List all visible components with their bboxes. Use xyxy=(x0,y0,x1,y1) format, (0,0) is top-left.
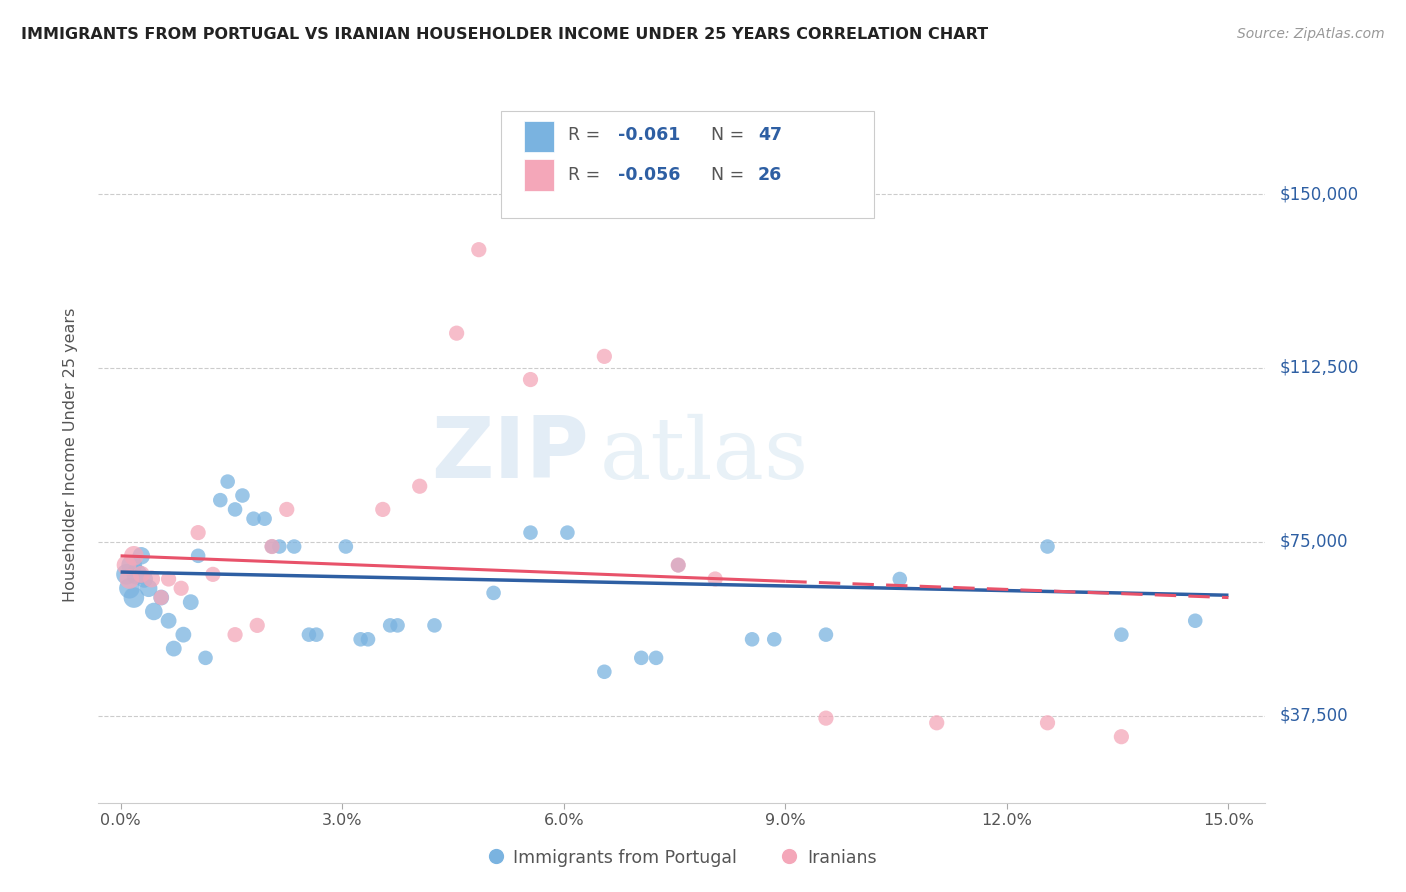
Point xyxy=(224,502,246,516)
Point xyxy=(269,540,291,554)
Point xyxy=(1036,715,1059,730)
Text: -0.061: -0.061 xyxy=(617,126,681,144)
Point xyxy=(741,632,763,647)
Point xyxy=(387,618,409,632)
Point xyxy=(129,549,152,563)
Point xyxy=(593,349,616,364)
Point xyxy=(122,591,145,605)
Point xyxy=(180,595,202,609)
Point xyxy=(482,586,505,600)
Point xyxy=(283,540,305,554)
Point xyxy=(298,628,321,642)
FancyBboxPatch shape xyxy=(501,111,875,219)
Point xyxy=(141,572,163,586)
Text: 47: 47 xyxy=(758,126,782,144)
Y-axis label: Householder Income Under 25 years: Householder Income Under 25 years xyxy=(63,308,77,602)
Point xyxy=(645,651,668,665)
Point xyxy=(1111,628,1133,642)
Text: Source: ZipAtlas.com: Source: ZipAtlas.com xyxy=(1237,27,1385,41)
Point xyxy=(1184,614,1206,628)
Text: R =: R = xyxy=(568,126,606,144)
Point xyxy=(925,715,948,730)
Point xyxy=(122,549,145,563)
Point xyxy=(704,572,727,586)
Point xyxy=(260,540,283,554)
Point xyxy=(763,632,786,647)
Point xyxy=(1111,730,1133,744)
Point xyxy=(115,558,138,573)
Point xyxy=(163,641,186,656)
Legend: Immigrants from Portugal, Iranians: Immigrants from Portugal, Iranians xyxy=(481,841,883,874)
Point xyxy=(150,591,173,605)
Text: $150,000: $150,000 xyxy=(1279,185,1358,203)
Point xyxy=(253,511,276,525)
Point xyxy=(118,572,141,586)
Text: $75,000: $75,000 xyxy=(1279,533,1348,551)
Point xyxy=(209,493,232,508)
Point xyxy=(557,525,579,540)
Point xyxy=(889,572,911,586)
Point xyxy=(814,711,837,725)
Text: atlas: atlas xyxy=(600,413,810,497)
Point xyxy=(260,540,283,554)
Point xyxy=(814,628,837,642)
Point xyxy=(134,572,156,586)
Point xyxy=(446,326,468,341)
Point xyxy=(150,591,173,605)
Text: R =: R = xyxy=(568,166,606,184)
Point xyxy=(519,373,541,387)
Point xyxy=(666,558,689,573)
Point xyxy=(125,567,148,582)
Point xyxy=(115,567,138,582)
Point xyxy=(593,665,616,679)
Point xyxy=(519,525,541,540)
Text: N =: N = xyxy=(711,126,749,144)
Point xyxy=(242,511,264,525)
Bar xyxy=(524,159,554,191)
Bar xyxy=(524,121,554,153)
Text: N =: N = xyxy=(711,166,749,184)
Point xyxy=(194,651,217,665)
Point xyxy=(378,618,402,632)
Text: $112,500: $112,500 xyxy=(1279,359,1358,377)
Point xyxy=(157,614,180,628)
Point xyxy=(357,632,380,647)
Point xyxy=(224,628,246,642)
Point xyxy=(138,582,160,596)
Point xyxy=(187,525,209,540)
Point xyxy=(121,558,143,573)
Text: 26: 26 xyxy=(758,166,782,184)
Point xyxy=(468,243,491,257)
Point xyxy=(142,605,165,619)
Text: $37,500: $37,500 xyxy=(1279,706,1348,725)
Point xyxy=(217,475,239,489)
Point xyxy=(305,628,328,642)
Point xyxy=(335,540,357,554)
Point xyxy=(157,572,180,586)
Point xyxy=(1036,540,1059,554)
Point xyxy=(187,549,209,563)
Point xyxy=(276,502,298,516)
Point xyxy=(129,567,152,582)
Point xyxy=(630,651,652,665)
Text: -0.056: -0.056 xyxy=(617,166,681,184)
Point xyxy=(666,558,689,573)
Point xyxy=(409,479,432,493)
Point xyxy=(231,489,253,503)
Point xyxy=(246,618,269,632)
Text: ZIP: ZIP xyxy=(430,413,589,497)
Point xyxy=(172,628,194,642)
Text: IMMIGRANTS FROM PORTUGAL VS IRANIAN HOUSEHOLDER INCOME UNDER 25 YEARS CORRELATIO: IMMIGRANTS FROM PORTUGAL VS IRANIAN HOUS… xyxy=(21,27,988,42)
Point xyxy=(118,582,141,596)
Point xyxy=(349,632,371,647)
Point xyxy=(201,567,224,582)
Point xyxy=(423,618,446,632)
Point xyxy=(170,582,193,596)
Point xyxy=(371,502,394,516)
